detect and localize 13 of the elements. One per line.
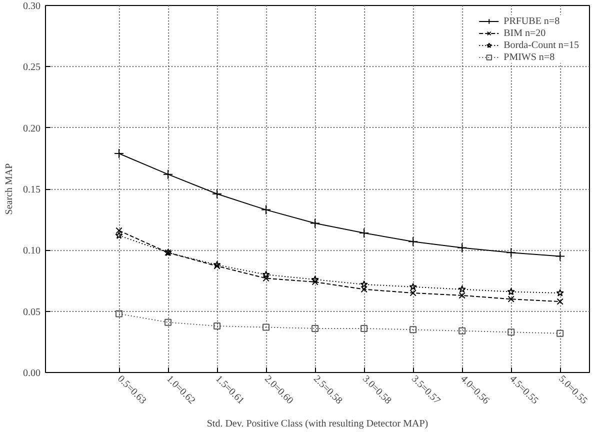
legend-label: BIM n=20 bbox=[504, 27, 546, 39]
legend-label: PMIWS n=8 bbox=[504, 51, 555, 63]
y-tick-label: 0.30 bbox=[23, 1, 40, 12]
y-tick-label: 0.25 bbox=[23, 62, 40, 74]
x-axis-title: Std. Dev. Positive Class (with resulting Detector MAP) bbox=[206, 418, 428, 430]
y-tick-label: 0.20 bbox=[23, 123, 40, 134]
y-axis-title: Search MAP bbox=[4, 162, 15, 215]
y-tick-label: 0.05 bbox=[23, 306, 40, 318]
legend-label: PRFUBE n=8 bbox=[504, 15, 560, 27]
y-tick-label: 0.15 bbox=[23, 184, 40, 196]
y-tick-label: 0.10 bbox=[23, 246, 40, 257]
legend-label: Borda-Count n=15 bbox=[504, 39, 579, 51]
y-tick-label: 0.00 bbox=[23, 368, 40, 379]
